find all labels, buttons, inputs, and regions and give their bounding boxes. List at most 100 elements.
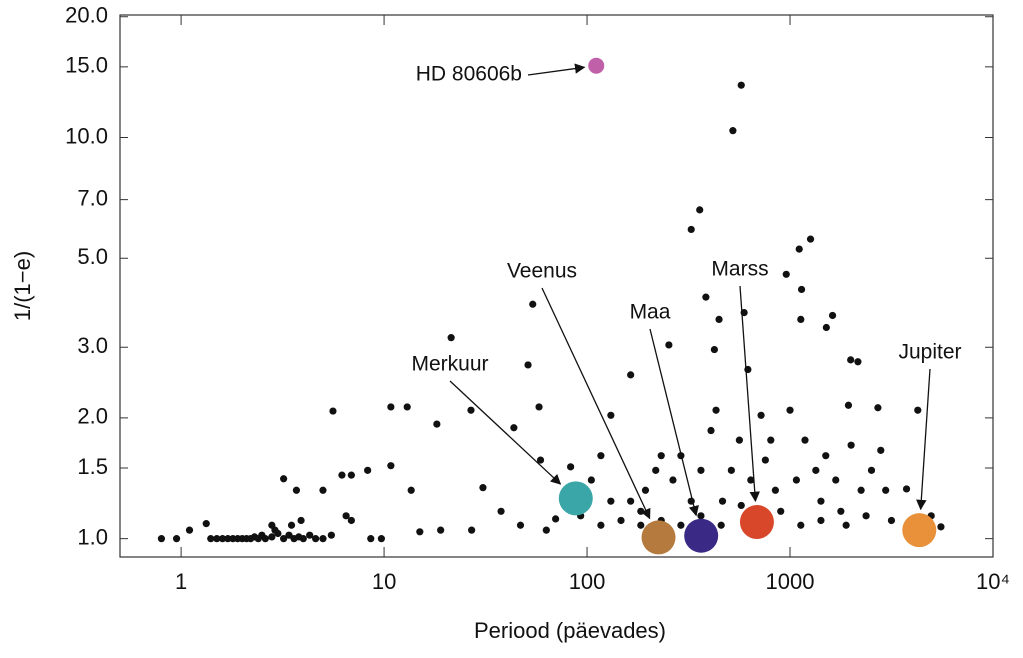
scatter-point xyxy=(795,245,803,253)
scatter-point xyxy=(468,526,476,534)
y-tick-label: 1.0 xyxy=(77,524,108,549)
scatter-point xyxy=(757,411,765,419)
scatter-point xyxy=(697,466,705,474)
annotation-label: Veenus xyxy=(507,260,577,283)
scatter-point xyxy=(874,404,882,412)
scatter-point xyxy=(767,436,775,444)
annotation-arrow xyxy=(739,285,760,503)
planet-point xyxy=(902,513,937,548)
y-tick-label: 7.0 xyxy=(77,185,108,210)
scatter-point xyxy=(312,535,320,543)
scatter-point xyxy=(822,323,830,332)
scatter-point xyxy=(844,401,853,409)
scatter-point xyxy=(712,406,720,414)
scatter-point xyxy=(447,334,455,342)
scatter-point xyxy=(218,535,227,543)
scatter-point xyxy=(552,515,560,523)
scatter-point xyxy=(854,358,862,366)
scatter-point xyxy=(329,407,337,415)
scatter-point xyxy=(737,81,745,89)
scatter-point xyxy=(687,225,695,234)
scatter-point xyxy=(832,476,840,484)
scatter-point xyxy=(280,535,288,543)
scatter-point xyxy=(729,127,737,135)
scatter-point xyxy=(792,476,801,484)
scatter-point xyxy=(627,371,635,379)
scatter-point xyxy=(377,535,385,543)
scatter-point xyxy=(797,285,806,294)
y-tick-label: 15.0 xyxy=(65,53,108,78)
scatter-point xyxy=(306,531,314,539)
y-tick-label: 2.0 xyxy=(77,404,108,429)
scatter-point xyxy=(268,521,276,529)
scatter-point xyxy=(467,406,475,414)
scatter-point xyxy=(817,516,825,525)
scatter-point xyxy=(747,476,755,484)
scatter-point xyxy=(617,516,625,525)
scatter-point xyxy=(828,311,837,320)
y-tick-label: 5.0 xyxy=(77,244,108,269)
x-tick-label: 10⁴ xyxy=(976,569,1010,594)
scatter-point xyxy=(202,520,210,528)
annotation-label: Maa xyxy=(630,301,671,324)
scatter-point xyxy=(801,436,809,444)
planet-point xyxy=(558,481,593,516)
scatter-point xyxy=(937,523,945,531)
scatter-point xyxy=(403,403,411,411)
scatter-point xyxy=(338,471,346,479)
annotation-arrow xyxy=(649,328,699,517)
scatter-point xyxy=(812,466,820,474)
x-tick-label: 100 xyxy=(569,569,606,594)
scatter-point xyxy=(407,486,415,494)
x-tick-label: 10 xyxy=(372,569,396,594)
scatter-point xyxy=(696,206,704,214)
scatter-point xyxy=(777,507,785,515)
scatter-point xyxy=(536,456,545,464)
scatter-point xyxy=(914,406,922,414)
planet-point xyxy=(641,520,676,555)
scatter-point xyxy=(637,521,645,529)
scatter-point xyxy=(677,521,685,529)
scatter-point xyxy=(416,528,424,536)
scatter-point xyxy=(172,535,181,543)
annotation-label: Marss xyxy=(711,258,768,281)
y-tick-label: 3.0 xyxy=(77,333,108,358)
scatter-point xyxy=(607,411,615,419)
scatter-point xyxy=(524,361,532,369)
scatter-point xyxy=(327,531,335,539)
annotation-arrow xyxy=(449,380,562,485)
scatter-point xyxy=(268,533,276,541)
scatter-point xyxy=(837,507,845,515)
scatter-point xyxy=(157,535,166,543)
scatter-point xyxy=(707,426,715,435)
scatter-point xyxy=(597,521,605,529)
scatter-point xyxy=(285,531,293,539)
scatter-point xyxy=(842,521,850,529)
scatter-point xyxy=(185,526,194,534)
scatter-point xyxy=(347,516,355,525)
scatter-point xyxy=(887,516,896,525)
plot-frame xyxy=(119,14,994,558)
scatter-point xyxy=(510,424,518,432)
scatter-point xyxy=(697,512,705,520)
annotation-arrow xyxy=(916,368,931,511)
scatter-point xyxy=(567,463,575,471)
scatter-point xyxy=(710,345,718,354)
x-tick-label: 1000 xyxy=(766,569,815,594)
scatter-point xyxy=(782,270,790,278)
scatter-point xyxy=(319,486,327,494)
scatter-point xyxy=(516,521,525,529)
scatter-point xyxy=(665,341,673,349)
scatter-point xyxy=(597,452,605,460)
planet-point xyxy=(588,57,605,74)
scatter-point xyxy=(535,403,543,411)
scatter-point xyxy=(529,300,537,308)
scatter-point xyxy=(702,293,710,301)
scatter-point xyxy=(817,497,825,505)
scatter-point xyxy=(224,535,232,543)
scatter-point xyxy=(497,507,505,515)
scatter-point xyxy=(297,516,305,525)
scatter-point xyxy=(299,535,307,543)
scatter-point xyxy=(261,535,269,543)
scatter-point xyxy=(669,476,677,484)
